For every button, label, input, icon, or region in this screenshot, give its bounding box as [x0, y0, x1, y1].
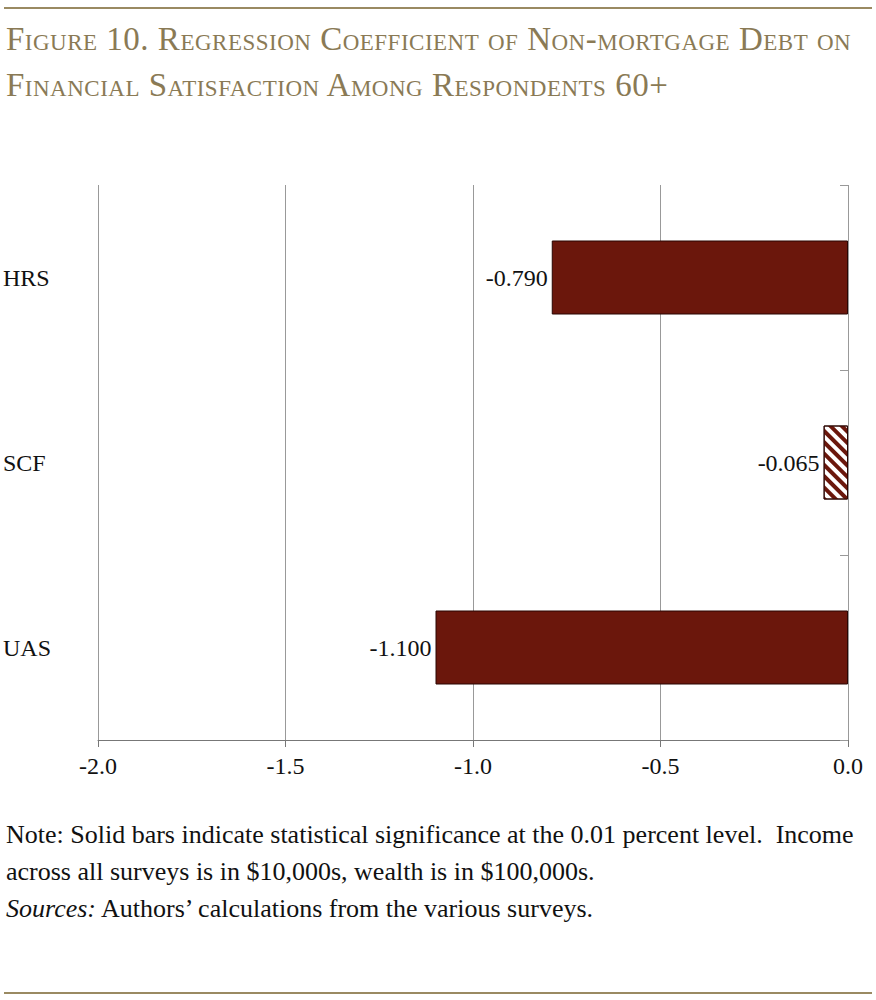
svg-text:UAS: UAS — [3, 635, 51, 661]
html-text:Sources: Authors’ calculations: Sources: Authors’ calculations from the … — [6, 894, 594, 923]
svg-text:SCF: SCF — [3, 450, 46, 476]
svg-text:-1.100: -1.100 — [370, 635, 432, 661]
html-text:Figure 10. Regression Coeffici: Figure 10. Regression Coefficient of Non… — [6, 21, 852, 103]
svg-text:-2.0: -2.0 — [79, 753, 117, 779]
svg-text:-1.0: -1.0 — [454, 753, 492, 779]
svg-text:-0.5: -0.5 — [642, 753, 680, 779]
html-text:Note: Solid bars indicate stat: Note: Solid bars indicate statistical si… — [6, 820, 861, 886]
svg-text:HRS: HRS — [3, 265, 50, 291]
svg-text:-0.790: -0.790 — [486, 265, 548, 291]
svg-text:-1.5: -1.5 — [267, 753, 305, 779]
svg-text:0.0: 0.0 — [833, 753, 863, 779]
svg-text:-0.065: -0.065 — [758, 450, 820, 476]
